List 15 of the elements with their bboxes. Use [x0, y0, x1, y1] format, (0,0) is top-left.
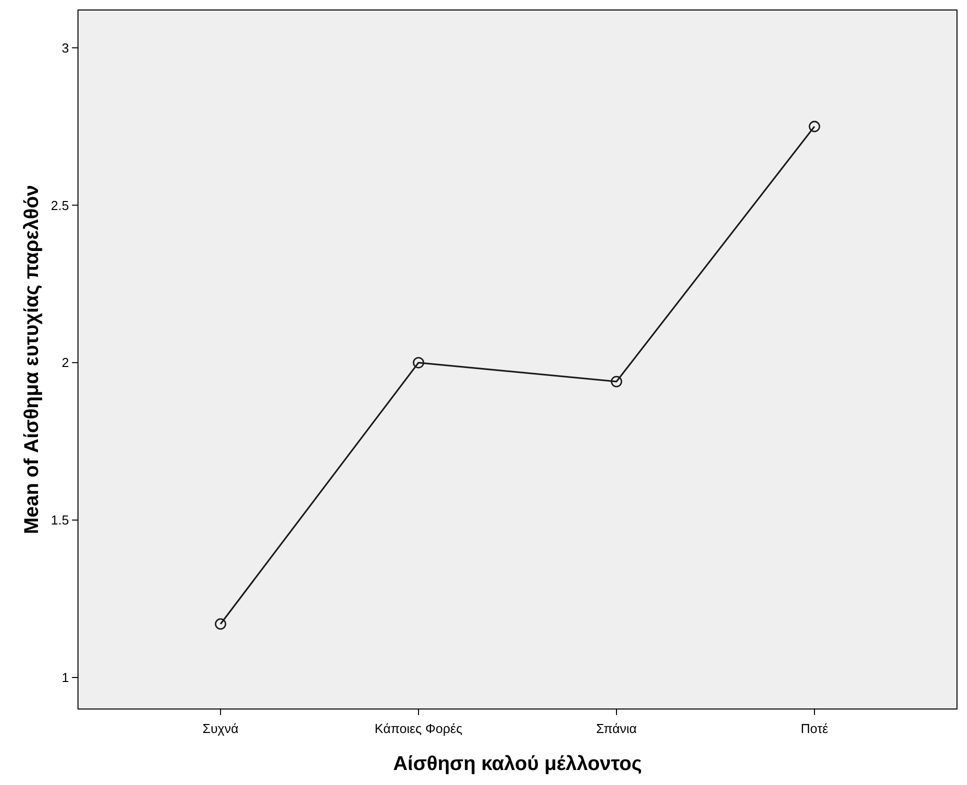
y-tick-label: 2: [62, 355, 69, 370]
y-tick-label: 1.5: [50, 512, 69, 528]
point: [610, 376, 622, 388]
y-axis-title: Mean of Αίσθημα ευτυχίας παρελθόν: [21, 184, 43, 534]
point: [808, 120, 820, 132]
point: [412, 356, 424, 368]
x-tick-label: Ποτέ: [800, 721, 828, 736]
point: [214, 618, 226, 630]
x-axis-title: Αίσθηση καλού μέλλοντος: [393, 753, 642, 775]
y-tick-label: 2.5: [50, 198, 69, 213]
x-tick-label: Συχνά: [202, 721, 240, 736]
y-tick-label: 3: [62, 40, 69, 56]
y-tick-label: 1: [62, 670, 69, 686]
x-tick-label: Κάποιες Φορές: [374, 721, 462, 736]
x-tick-label: Σπάνια: [596, 721, 638, 736]
